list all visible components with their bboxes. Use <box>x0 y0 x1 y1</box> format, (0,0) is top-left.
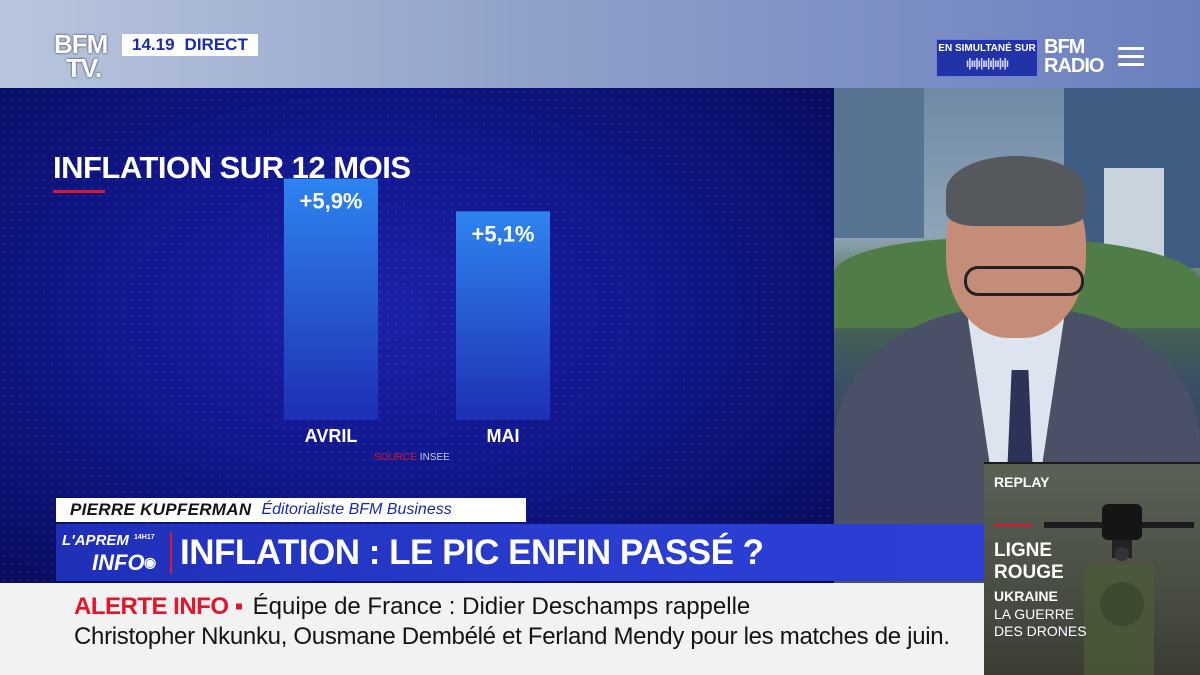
source-word: SOURCE <box>374 452 417 463</box>
replay-title: LIGNE ROUGE <box>994 540 1064 583</box>
headline: INFLATION : LE PIC ENFIN PASSÉ ? <box>180 533 764 572</box>
category-label-mai: MAI <box>487 426 520 446</box>
title-underline <box>53 190 105 193</box>
headline-bar: L'APREM 14H17 INFO ◉ INFLATION : LE PIC … <box>56 524 984 581</box>
glasses-icon <box>964 266 1084 296</box>
bar-chart: +5,9% AVRIL +5,1% MAI <box>284 178 550 446</box>
bar-avril <box>284 178 378 420</box>
source-name: INSEE <box>419 452 450 463</box>
bfmtv-logo: BFM TV. <box>54 29 108 83</box>
show-logo-line2: INFO <box>92 550 145 575</box>
replay-subtitle: UKRAINE <box>994 588 1058 604</box>
alert-label: ALERTE INFO ▪ <box>74 593 243 620</box>
drone-icon <box>1044 504 1194 675</box>
clock-time: 14.19 <box>132 35 175 54</box>
broadcast-icon: ◉ <box>144 554 157 570</box>
speaker-role: Éditorialiste BFM Business <box>261 501 452 518</box>
speaker-name: PIERRE KUPFERMAN <box>70 500 252 519</box>
data-label-mai: +5,1% <box>472 221 535 246</box>
news-ticker: ALERTE INFO ▪ Équipe de France : Didier D… <box>0 583 984 675</box>
ticker-line2: Christopher Nkunku, Ousmane Dembélé et F… <box>74 623 950 650</box>
live-clock: 14.19 DIRECT <box>122 34 258 56</box>
replay-tile[interactable]: REPLAY LIGNE ROUGE UKRAINE LA GUERRE DES… <box>984 462 1200 675</box>
replay-description: LA GUERRE DES DRONES <box>994 606 1087 639</box>
bar-mai <box>456 211 550 420</box>
show-logo: L'APREM 14H17 INFO ◉ <box>62 532 162 575</box>
name-strap: PIERRE KUPFERMAN Éditorialiste BFM Busin… <box>56 498 526 522</box>
replay-tag: REPLAY <box>994 474 1050 490</box>
show-logo-time: 14H17 <box>134 534 155 541</box>
top-bar: BFM TV. 14.19 DIRECT EN SIMULTANÉ SUR ı|ı… <box>0 0 1200 88</box>
audio-wave-icon: ı|ıı|ı|ıı|ı|ıı|ı|ı <box>965 56 1009 70</box>
ticker-line1: Équipe de France : Didier Deschamps rapp… <box>252 593 751 620</box>
show-logo-line1: L'APREM <box>62 532 129 549</box>
menu-icon[interactable] <box>1118 47 1144 67</box>
bfm-radio-logo: BFM RADIO <box>1044 36 1104 77</box>
data-label-avril: +5,9% <box>300 189 363 214</box>
simulcast-label: EN SIMULTANÉ SUR <box>938 43 1036 54</box>
chart-source: SOURCE INSEE <box>374 452 450 463</box>
live-label: DIRECT <box>184 35 248 54</box>
category-label-avril: AVRIL <box>305 426 358 446</box>
simulcast-badge: EN SIMULTANÉ SUR ı|ıı|ı|ıı|ı|ıı|ı|ı <box>936 39 1038 77</box>
chart-panel: INFLATION SUR 12 MOIS +5,9% AVRIL +5,1% MAI… <box>0 88 834 583</box>
